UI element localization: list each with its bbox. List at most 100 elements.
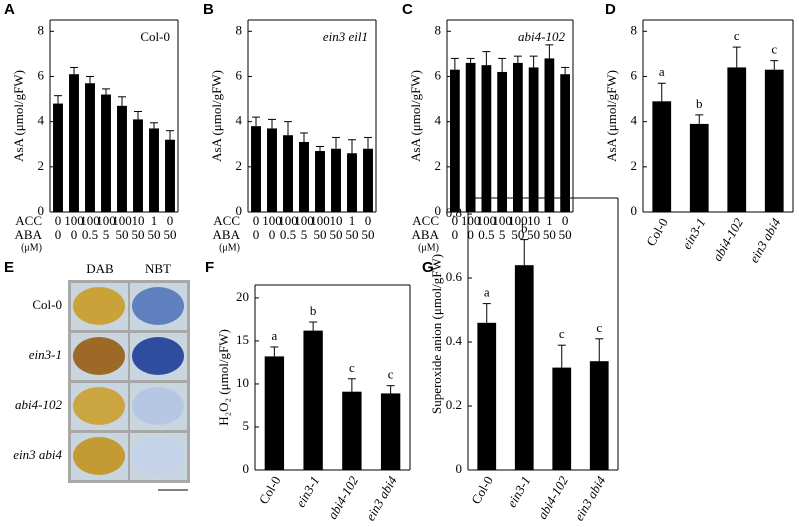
y-tick-label: 8 xyxy=(631,22,638,37)
x-tick-label: 0 xyxy=(55,227,62,242)
panel-label: A xyxy=(4,1,15,18)
y-tick-label: 4 xyxy=(631,113,638,128)
x-tick-label: 0 xyxy=(55,213,62,228)
significance-letter: a xyxy=(484,285,490,300)
significance-letter: c xyxy=(771,42,777,57)
bar xyxy=(552,367,572,470)
x-tick-label: 5 xyxy=(499,227,506,242)
x-tick-label: 0 xyxy=(269,227,276,242)
y-tick-label: 8 xyxy=(38,22,45,37)
bar xyxy=(251,126,261,212)
x-tick-label: Col-0 xyxy=(256,473,284,506)
x-tick-label: 100 xyxy=(80,213,100,228)
x-tick-label: Col-0 xyxy=(468,473,496,506)
bar xyxy=(465,62,476,212)
bar xyxy=(315,151,325,212)
y-tick-label: 10 xyxy=(236,375,249,390)
y-tick-label: 15 xyxy=(236,332,249,347)
y-tick-label: 0 xyxy=(38,203,45,218)
x-tick-label: 0 xyxy=(253,227,260,242)
y-tick-label: 20 xyxy=(236,289,249,304)
row-label: ein3-1 xyxy=(29,347,62,362)
x-tick-label: 50 xyxy=(511,227,524,242)
x-tick-label: 0 xyxy=(71,227,78,242)
y-tick-label: 4 xyxy=(435,113,442,128)
panel-label: G xyxy=(422,259,434,276)
x-tick-label: 50 xyxy=(330,227,343,242)
x-tick-label: 0 xyxy=(467,227,474,242)
x-unit: (μM) xyxy=(418,242,439,253)
x-tick-label: 50 xyxy=(559,227,572,242)
x-tick-label: 10 xyxy=(527,213,540,228)
x-tick-label: 0 xyxy=(365,213,372,228)
y-tick-label: 0 xyxy=(236,203,243,218)
x-tick-label: 50 xyxy=(346,227,359,242)
x-tick-label: 0.5 xyxy=(280,227,296,242)
image-panel: E DAB NBT Col-0 ein3-1 abi4-102 ein3 abi… xyxy=(4,259,190,491)
panel-title: Col-0 xyxy=(140,29,170,44)
panel-label: E xyxy=(4,259,14,276)
x-tick-label: 5 xyxy=(103,227,110,242)
x-tick-label: 100 xyxy=(294,213,314,228)
bar xyxy=(53,103,63,212)
bar xyxy=(764,69,784,212)
x-tick-label: abi4-102 xyxy=(534,473,571,522)
x-unit: (μM) xyxy=(219,242,240,253)
y-axis-label: AsA (μmol/gFW) xyxy=(209,70,224,162)
x-tick-label: 0 xyxy=(253,213,260,228)
bar xyxy=(727,67,747,212)
column-label: NBT xyxy=(145,261,171,276)
x-tick-label: abi4-102 xyxy=(325,473,362,522)
y-tick-label: 2 xyxy=(631,158,638,173)
bar xyxy=(347,153,357,212)
bar xyxy=(497,71,508,212)
y-tick-label: 2 xyxy=(38,158,45,173)
x-row-label: ACC xyxy=(15,213,42,228)
x-tick-label: 0 xyxy=(562,213,569,228)
x-tick-label: 5 xyxy=(301,227,308,242)
x-tick-label: 100 xyxy=(310,213,330,228)
bar xyxy=(477,322,497,470)
x-tick-label: Col-0 xyxy=(643,215,671,248)
bar xyxy=(149,128,159,212)
y-tick-label: 6 xyxy=(236,67,243,82)
x-tick-label: 50 xyxy=(543,227,556,242)
x-unit: (μM) xyxy=(21,242,42,253)
y-axis-label: Superoxide anion (μmol/gFW) xyxy=(429,254,444,414)
y-axis-label: AsA (μmol/gFW) xyxy=(604,70,619,162)
x-row-label: ACC xyxy=(412,213,439,228)
bar xyxy=(589,361,609,470)
x-tick-label: 0 xyxy=(452,213,459,228)
y-tick-label: 8 xyxy=(236,22,243,37)
leaf xyxy=(132,387,184,425)
column-label: DAB xyxy=(86,261,114,276)
y-tick-label: 6 xyxy=(435,67,442,82)
x-tick-label: ein3-1 xyxy=(293,473,323,509)
significance-letter: a xyxy=(271,328,277,343)
y-tick-label: 0.4 xyxy=(446,333,463,348)
x-tick-label: 50 xyxy=(148,227,161,242)
leaves xyxy=(71,283,187,480)
y-tick-label: 0.8 xyxy=(446,205,462,220)
panel-label: D xyxy=(605,1,616,18)
bar xyxy=(133,119,143,212)
bar xyxy=(342,391,362,470)
leaf xyxy=(132,287,184,325)
bar xyxy=(380,393,401,470)
leaf xyxy=(73,337,125,375)
panel-title: abi4-102 xyxy=(518,29,565,44)
row-label: Col-0 xyxy=(32,297,62,312)
panel-label: C xyxy=(402,1,413,18)
bar xyxy=(689,123,709,212)
y-axis-label: H₂O₂ (μmol/gFW) xyxy=(216,329,231,426)
panel-label: B xyxy=(203,1,214,18)
bar xyxy=(652,101,672,212)
y-tick-label: 0 xyxy=(243,461,250,476)
x-tick-label: 1 xyxy=(349,213,356,228)
x-tick-label: 50 xyxy=(362,227,375,242)
x-tick-label: 100 xyxy=(64,213,84,228)
y-tick-label: 8 xyxy=(435,22,442,37)
y-tick-label: 2 xyxy=(236,158,243,173)
x-tick-label: ein3-1 xyxy=(504,473,534,509)
significance-letter: b xyxy=(310,303,317,318)
